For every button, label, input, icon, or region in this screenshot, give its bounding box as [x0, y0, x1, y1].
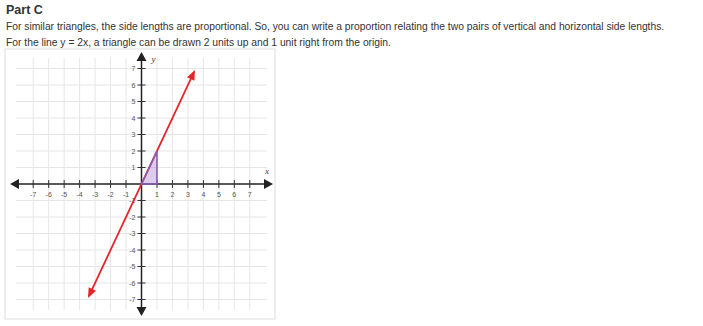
y-tick-label: -7 [129, 296, 135, 303]
grid-line [187, 58, 188, 310]
y-tick-label: 5 [132, 98, 136, 105]
y-axis-label: y [151, 54, 156, 64]
x-tick-label: 6 [232, 191, 236, 198]
y-tick-label: -4 [129, 247, 135, 254]
y-tick-label: -5 [129, 263, 135, 270]
triangle [142, 151, 157, 184]
x-tick [126, 180, 127, 188]
grid-line [203, 58, 204, 310]
x-tick [48, 180, 49, 188]
x-tick [218, 180, 219, 188]
grid-line [110, 58, 111, 310]
y-tick-label: 2 [132, 148, 136, 155]
y-tick-label: -3 [129, 230, 135, 237]
grid-line [234, 58, 235, 310]
line [89, 72, 194, 296]
y-tick-label: -6 [129, 280, 135, 287]
grid-line [48, 58, 49, 310]
plot-frame [5, 49, 275, 319]
grid-line [16, 266, 267, 267]
grid-line [33, 58, 34, 310]
y-tick [138, 200, 146, 201]
grid-line [218, 58, 219, 310]
x-tick-label: 7 [248, 191, 252, 198]
annotation: For the line y = 2x, a triangle can be d… [6, 37, 391, 48]
y-tick-label: -2 [129, 214, 135, 221]
y-tick-label: 6 [132, 82, 136, 89]
y-tick [138, 250, 146, 251]
y-tick [138, 167, 146, 168]
chart: -7-6-5-4-3-2-11234567-7-6-5-4-3-2-112345… [0, 0, 703, 326]
y-tick [138, 217, 146, 218]
x-tick-label: 4 [201, 191, 205, 198]
x-tick-label: -2 [107, 191, 113, 198]
x-tick-label: -5 [61, 191, 67, 198]
x-tick-label: 3 [186, 191, 190, 198]
x-tick-label: 2 [170, 191, 174, 198]
grid-line [16, 299, 267, 300]
y-tick [138, 101, 146, 102]
grid-line [16, 101, 267, 102]
x-tick-label: -7 [30, 191, 36, 198]
x-tick [64, 180, 65, 188]
x-tick [249, 180, 250, 188]
x-tick [33, 180, 34, 188]
x-tick-label: -6 [46, 191, 52, 198]
line-arrow [88, 287, 96, 298]
x-tick [234, 180, 235, 188]
y-tick-label: 7 [132, 65, 136, 72]
grid-line [249, 58, 250, 310]
axis-arrow [264, 179, 273, 189]
x-tick-label: -3 [92, 191, 98, 198]
grid-line [16, 283, 267, 284]
grid-line [126, 58, 127, 310]
y-tick [138, 151, 146, 152]
x-tick-label: -4 [77, 191, 83, 198]
x-tick [110, 180, 111, 188]
y-tick [138, 233, 146, 234]
x-tick [203, 180, 204, 188]
y-tick [138, 266, 146, 267]
axis-arrow [137, 52, 147, 61]
axis-arrow [10, 179, 19, 189]
x-tick [172, 180, 173, 188]
y-tick-label: 4 [132, 115, 136, 122]
y-tick-label: 3 [132, 131, 136, 138]
y-tick [138, 299, 146, 300]
grid-line [16, 151, 267, 152]
grid-line [16, 200, 267, 201]
title: Part C [6, 3, 43, 17]
grid-line [172, 58, 173, 310]
x-tick [187, 180, 188, 188]
x-axis-label: x [264, 166, 269, 176]
grid-line [16, 134, 267, 135]
grid-line [95, 58, 96, 310]
x-tick-label: 1 [155, 191, 159, 198]
grid-line [16, 167, 267, 168]
axis-arrow [137, 307, 147, 316]
y-tick-label: 1 [132, 164, 136, 171]
y-tick [138, 134, 146, 135]
grid-line [16, 85, 267, 86]
y-tick [138, 118, 146, 119]
x-tick-label: 5 [217, 191, 221, 198]
y-tick [138, 283, 146, 284]
grid-line [16, 250, 267, 251]
grid-line [16, 233, 267, 234]
grid-line [16, 68, 267, 69]
line-arrow [187, 70, 195, 81]
x-tick [95, 180, 96, 188]
marks [88, 70, 195, 298]
grid-line [16, 118, 267, 119]
grid-line [79, 58, 80, 310]
grid-line [16, 217, 267, 218]
y-tick [138, 85, 146, 86]
x-tick [79, 180, 80, 188]
annotation: For similar triangles, the side lengths … [6, 21, 664, 32]
y-tick [138, 68, 146, 69]
grid-line [64, 58, 65, 310]
